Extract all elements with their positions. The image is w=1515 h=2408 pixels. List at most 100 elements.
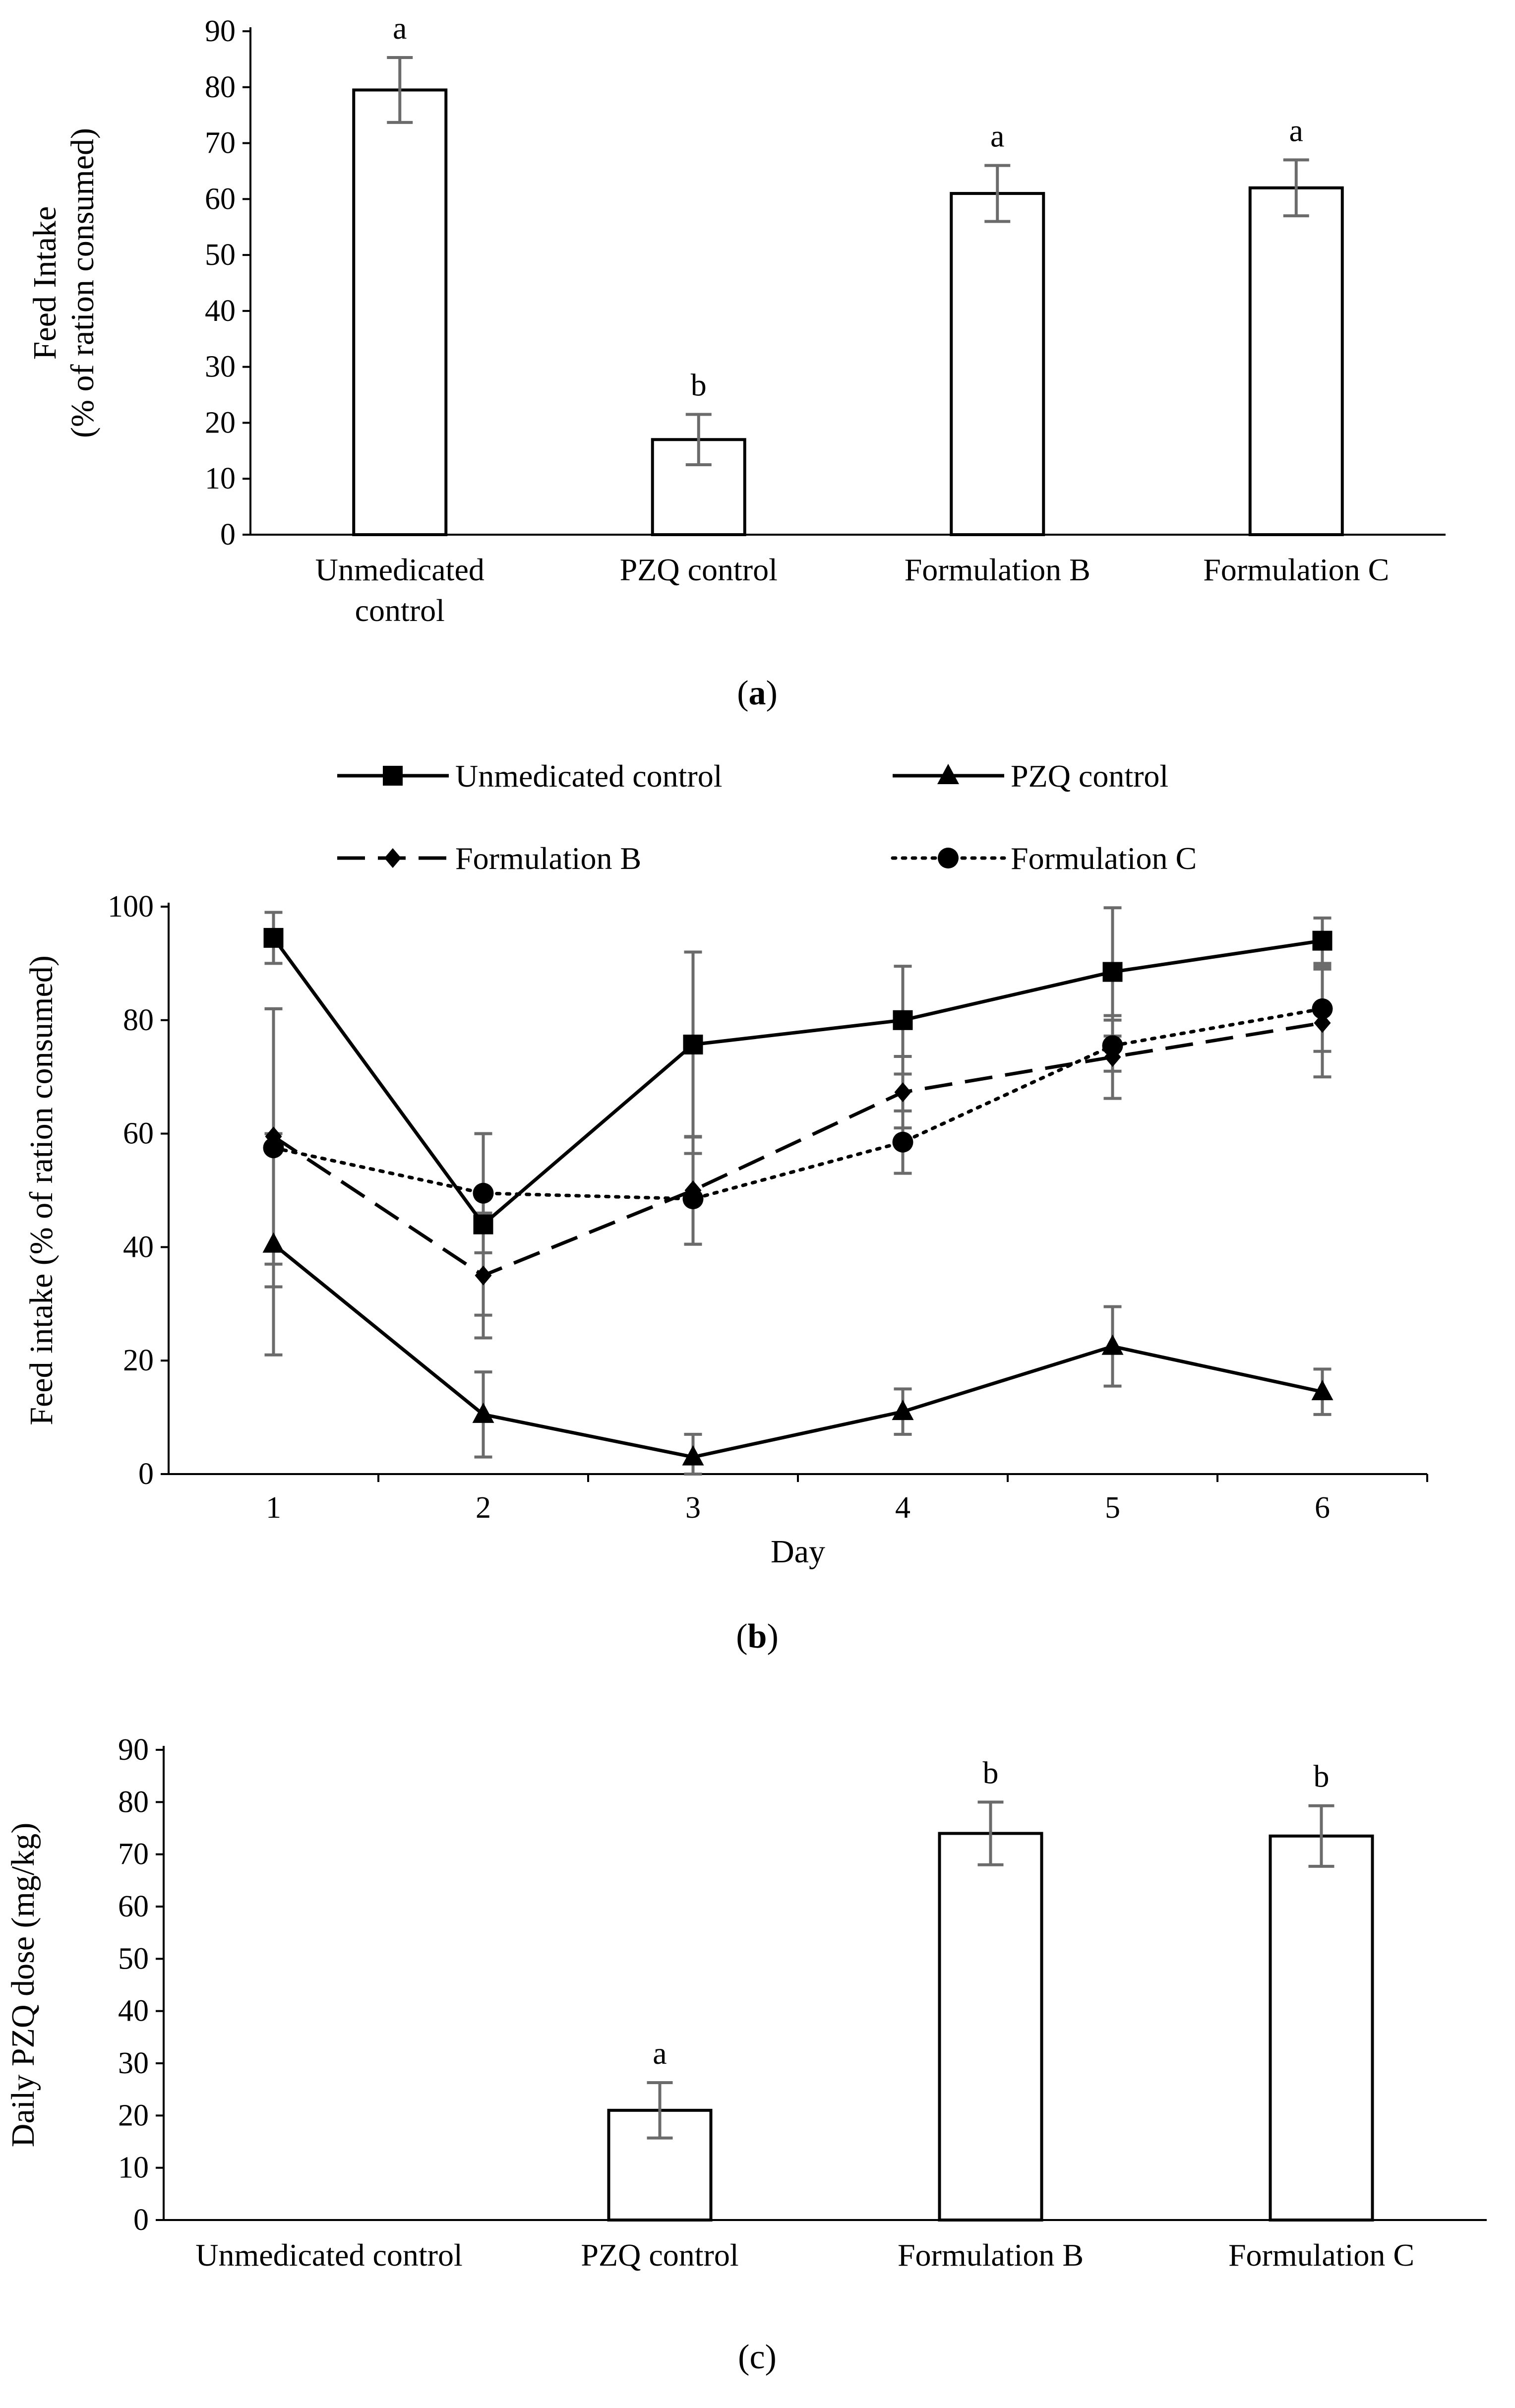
series-triangle (262, 1232, 1333, 1466)
panel-b-line-chart: 0 20 40 60 80 100 1 2 3 4 5 6 Day Feed intake (% of r… (23, 758, 1428, 1570)
y-tick-label: 20 (118, 2099, 149, 2132)
panel-c-label: (c) (738, 2338, 777, 2376)
diamond-marker (475, 1265, 492, 1286)
category-label: Formulation C (1228, 2237, 1414, 2273)
significance-letter: b (691, 368, 707, 403)
series-diamond (265, 1013, 1331, 1286)
y-tick-label: 40 (118, 1994, 149, 2028)
y-tick-label: 80 (123, 1003, 154, 1037)
x-tick-label: 6 (1315, 1491, 1330, 1525)
y-tick-label: 30 (118, 2046, 149, 2080)
error-bar (1283, 158, 1309, 218)
y-axis-label: Daily PZQ dose (mg/kg) (5, 1823, 41, 2147)
y-axis-label: Feed Intake(% of ration consumed) (27, 128, 101, 438)
significance-letter: a (990, 119, 1004, 154)
y-tick-label: 80 (118, 1785, 149, 1819)
y-axis-label-line: Daily PZQ dose (mg/kg) (5, 1823, 41, 2147)
diamond-marker (894, 1082, 911, 1103)
panel-a-label: (a) (737, 674, 778, 712)
y-tick-label: 30 (205, 350, 236, 384)
circle-marker (263, 1137, 284, 1159)
legend-item: Formulation C (891, 841, 1197, 876)
x-tick-label: 5 (1105, 1491, 1120, 1525)
legend-item: PZQ control (893, 758, 1168, 794)
y-axis-label-line: (% of ration consumed) (64, 128, 101, 438)
triangle-marker (892, 1400, 914, 1420)
y-tick-label: 0 (220, 518, 236, 552)
legend-label: Formulation B (455, 841, 641, 876)
legend-item: Unmedicated control (337, 758, 722, 794)
legend: Unmedicated control PZQ control Formulatio… (337, 758, 1197, 876)
y-tick-label: 60 (205, 182, 236, 216)
triangle-marker (1101, 1334, 1124, 1355)
square-marker (473, 1214, 493, 1235)
legend-label: Formulation C (1011, 841, 1197, 876)
legend-label: Unmedicated control (455, 758, 722, 794)
square-marker (893, 1010, 913, 1030)
error-bar (685, 413, 712, 467)
error-bar (984, 164, 1011, 223)
x-tick-label: 3 (685, 1491, 701, 1525)
y-tick-label: 10 (118, 2151, 149, 2185)
y-tick-label: 70 (118, 1838, 149, 1871)
y-tick-label: 50 (205, 238, 236, 272)
y-tick-label: 0 (133, 2203, 149, 2237)
circle-marker (682, 1188, 704, 1210)
square-marker (683, 1034, 703, 1054)
category-label: Unmedicated (315, 552, 485, 587)
circle-marker (1312, 998, 1333, 1019)
category-label: control (355, 593, 445, 628)
error-bar (977, 1800, 1004, 1866)
category-label: Formulation C (1203, 552, 1389, 587)
significance-letter: a (653, 2036, 667, 2071)
bar (950, 192, 1045, 536)
y-tick-label: 70 (205, 126, 236, 160)
y-tick-label: 90 (205, 14, 236, 48)
x-tick-label: 2 (476, 1491, 491, 1525)
x-tick-label: 1 (266, 1491, 281, 1525)
legend-item: Formulation B (337, 841, 641, 876)
significance-letter: a (1289, 113, 1303, 148)
category-label: PZQ control (581, 2237, 738, 2273)
series-circle (263, 998, 1333, 1210)
panel-a-bar-chart: 0 10 20 30 40 50 60 70 80 90 Feed Intake(% of rati… (27, 10, 1446, 628)
panel-b-label: (b) (736, 1617, 779, 1656)
triangle-marker (1311, 1380, 1333, 1401)
triangle-marker (937, 764, 959, 784)
triangle-marker (682, 1445, 704, 1466)
bar (1269, 1834, 1374, 2222)
significance-letter: b (1314, 1759, 1330, 1794)
square-marker (1102, 962, 1123, 982)
y-tick-label: 100 (108, 890, 154, 924)
category-label: PZQ control (620, 552, 778, 587)
error-bar (1308, 1804, 1334, 1868)
series-line (272, 936, 1323, 1227)
square-marker (263, 927, 284, 948)
bar (352, 88, 448, 536)
square-marker (1312, 930, 1333, 951)
y-tick-label: 60 (118, 1890, 149, 1923)
category-label: Unmedicated control (195, 2237, 462, 2273)
y-tick-label: 10 (205, 462, 236, 495)
diamond-marker (384, 848, 401, 868)
panel-c-bar-chart: 0 10 20 30 40 50 60 70 80 90 Daily PZQ dose (mg/kg… (5, 1733, 1487, 2273)
circle-marker (473, 1182, 494, 1204)
y-tick-label: 80 (205, 70, 236, 104)
y-tick-label: 20 (205, 406, 236, 439)
series-line (272, 1021, 1323, 1278)
significance-letter: b (983, 1755, 999, 1790)
legend-label: PZQ control (1011, 758, 1168, 794)
series-line (272, 1007, 1324, 1201)
square-marker (383, 766, 403, 786)
y-tick-label: 0 (138, 1457, 154, 1491)
bar (1248, 186, 1344, 536)
triangle-marker (262, 1232, 285, 1253)
error-bar (647, 2081, 673, 2140)
bar (607, 2108, 713, 2222)
bar (938, 1832, 1043, 2222)
circle-marker (892, 1131, 913, 1153)
y-tick-label: 90 (118, 1733, 149, 1767)
y-tick-label: 20 (123, 1344, 154, 1377)
significance-letter: a (393, 10, 407, 46)
